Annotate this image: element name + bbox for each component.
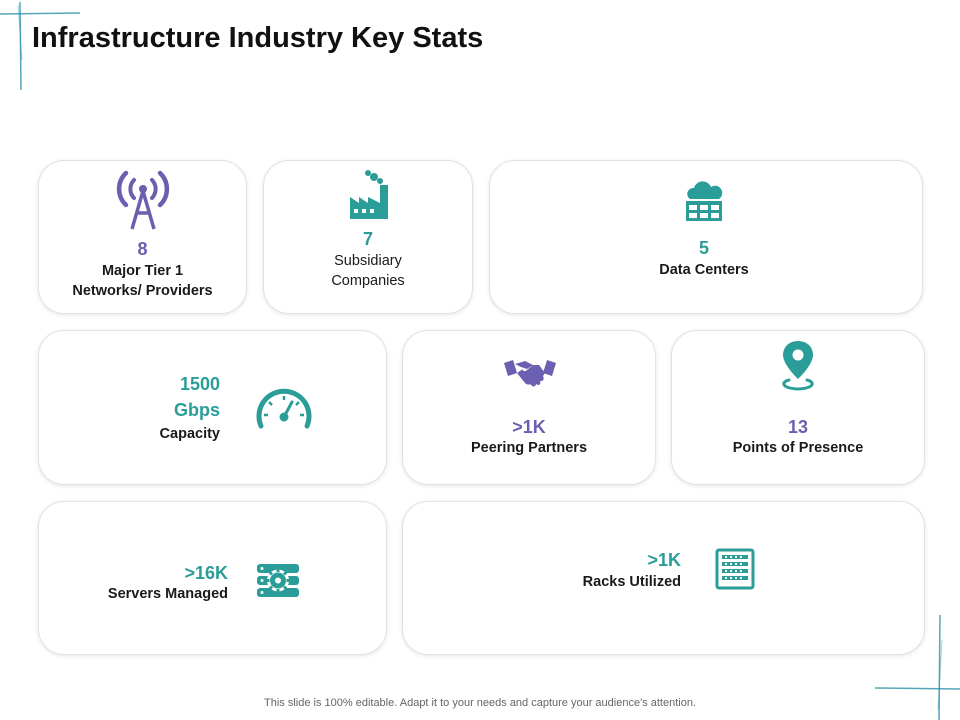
stat-card-datacenters: 5 Data Centers — [489, 160, 923, 314]
stat-value-capacity-line1: 1500 — [179, 374, 220, 394]
handshake-icon — [504, 360, 556, 387]
stat-value-datacenters: 5 — [698, 238, 709, 258]
stat-card-capacity: 1500 Gbps Capacity — [38, 330, 387, 485]
cloud-server-icon — [686, 181, 723, 221]
stat-label-subsidiaries-line2: Companies — [331, 273, 405, 289]
stat-card-servers: >16K Servers Managed — [38, 501, 387, 655]
stat-value-peering: >1K — [512, 417, 546, 437]
stat-label-networks-line1: Major Tier 1 — [101, 263, 184, 279]
stat-value-presence: 13 — [787, 417, 809, 437]
stat-label-servers: Servers Managed — [107, 586, 228, 602]
stat-card-presence: 13 Points of Presence — [671, 330, 925, 485]
page-title: Infrastructure Industry Key Stats — [32, 22, 484, 54]
stat-label-peering: Peering Partners — [470, 440, 588, 456]
stat-label-presence: Points of Presence — [732, 440, 864, 456]
factory-icon — [350, 170, 388, 219]
stat-card-subsidiaries: 7 Subsidiary Companies — [263, 160, 473, 314]
stat-value-networks: 8 — [137, 239, 148, 259]
stat-value-servers: >16K — [184, 563, 228, 583]
speedometer-icon — [256, 388, 312, 429]
stat-card-networks: 8 Major Tier 1 Networks/ Providers — [38, 160, 247, 314]
footer-note: This slide is 100% editable. Adapt it to… — [264, 697, 696, 709]
stat-value-capacity-line2: Gbps — [173, 400, 220, 420]
corner-decoration-top-left — [0, 1, 81, 91]
stat-label-networks-line2: Networks/ Providers — [72, 283, 213, 299]
stat-value-racks: >1K — [647, 550, 681, 570]
stat-card-racks: >1K Racks Utilized — [402, 501, 925, 655]
stat-value-subsidiaries: 7 — [362, 229, 373, 249]
stat-label-racks: Racks Utilized — [582, 574, 681, 590]
location-pin-icon — [782, 341, 814, 391]
server-rack-icon — [715, 548, 755, 590]
stat-label-capacity: Capacity — [159, 426, 220, 442]
corner-decoration-bottom-right — [874, 614, 960, 720]
stat-card-peering: >1K Peering Partners — [402, 330, 656, 485]
antenna-tower-icon — [116, 170, 170, 230]
stat-label-datacenters: Data Centers — [659, 262, 749, 278]
server-gear-icon — [257, 564, 299, 597]
stat-label-subsidiaries-line1: Subsidiary — [334, 253, 402, 269]
